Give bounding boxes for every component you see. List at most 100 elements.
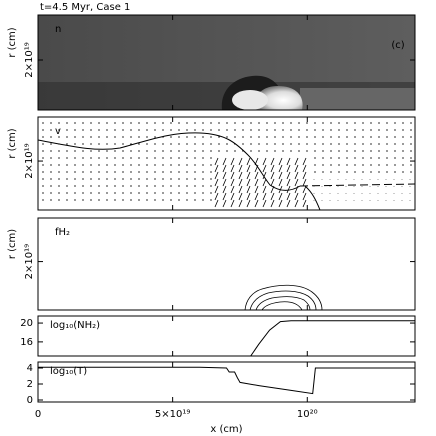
velocity-arrow <box>238 157 243 166</box>
velocity-arrow <box>270 171 275 180</box>
velocity-arrow <box>302 199 307 208</box>
velocity-arrow <box>278 192 283 201</box>
contour-line <box>299 183 416 187</box>
fh2-contours <box>244 284 323 311</box>
velocity-arrow <box>302 192 307 201</box>
x-tick-label: 10²⁰ <box>297 409 318 420</box>
panel-frame <box>37 217 416 311</box>
velocity-arrow <box>214 178 219 187</box>
velocity-arrow <box>222 157 227 166</box>
velocity-arrow <box>254 192 259 201</box>
velocity-arrow <box>294 164 299 173</box>
velocity-arrow <box>230 192 235 201</box>
velocity-arrow <box>238 185 243 194</box>
velocity-arrow <box>286 157 291 166</box>
velocity-arrow <box>254 178 259 187</box>
velocity-arrow <box>222 171 227 180</box>
panel-frame <box>37 361 416 403</box>
velocity-arrow <box>294 199 299 208</box>
velocity-arrow <box>230 171 235 180</box>
velocity-arrow <box>270 164 275 173</box>
y-axis-label: r (cm) <box>7 27 18 57</box>
velocity-arrow <box>286 164 291 173</box>
velocity-arrow <box>270 157 275 166</box>
velocity-arrow <box>286 199 291 208</box>
panel-frame <box>37 315 416 357</box>
velocity-arrow <box>246 157 251 166</box>
annotation: (c) <box>391 40 404 51</box>
velocity-arrow <box>238 192 243 201</box>
velocity-arrow <box>270 178 275 187</box>
velocity-arrow <box>294 185 299 194</box>
velocity-arrow <box>262 178 267 187</box>
y-tick-label: 4 <box>27 363 33 374</box>
data-line <box>38 366 415 395</box>
velocity-arrow <box>214 185 219 194</box>
velocity-arrow <box>278 164 283 173</box>
velocity-arrow <box>286 185 291 194</box>
velocity-arrow <box>286 171 291 180</box>
velocity-arrow <box>254 157 259 166</box>
y-tick-label: 0 <box>27 395 33 406</box>
panel-label: log₁₀(NH₂) <box>50 320 100 331</box>
velocity-arrow <box>286 192 291 201</box>
panel-label: n <box>55 24 61 35</box>
velocity-arrow <box>222 164 227 173</box>
y-tick-label: 2×10¹⁹ <box>24 42 35 77</box>
velocity-arrow <box>214 192 219 201</box>
velocity-arrow <box>278 178 283 187</box>
y-tick-label: 20 <box>20 318 33 329</box>
y-tick-label: 2×10¹⁹ <box>24 244 35 279</box>
velocity-arrow <box>286 178 291 187</box>
velocity-arrow <box>270 185 275 194</box>
velocity-arrow <box>262 199 267 208</box>
panel-label: log₁₀(T) <box>50 366 87 377</box>
velocity-arrow <box>238 178 243 187</box>
y-tick-label: 16 <box>20 337 33 348</box>
velocity-arrow <box>278 185 283 194</box>
velocity-arrow <box>254 199 259 208</box>
velocity-arrow <box>214 199 219 208</box>
velocity-arrow <box>222 199 227 208</box>
velocity-arrow <box>270 192 275 201</box>
velocity-arrow <box>278 157 283 166</box>
y-axis-label: r (cm) <box>7 128 18 158</box>
velocity-arrow <box>254 171 259 180</box>
velocity-arrow <box>262 157 267 166</box>
velocity-arrow <box>254 185 259 194</box>
panel-label: fH₂ <box>55 227 70 238</box>
y-tick-label: 2×10¹⁹ <box>24 143 35 178</box>
velocity-arrow <box>230 178 235 187</box>
y-axis-label: r (cm) <box>7 229 18 259</box>
velocity-arrow <box>294 157 299 166</box>
contour-line <box>37 132 301 191</box>
velocity-arrow <box>214 171 219 180</box>
velocity-arrow <box>302 178 307 187</box>
density-image <box>38 15 415 110</box>
panel-label: v <box>55 126 61 137</box>
velocity-arrow <box>222 178 227 187</box>
velocity-arrow <box>238 164 243 173</box>
velocity-arrow <box>214 157 219 166</box>
velocity-arrow <box>246 164 251 173</box>
x-tick-label: 0 <box>35 409 41 420</box>
velocity-arrow <box>230 157 235 166</box>
x-tick-label: 5×10¹⁹ <box>155 409 190 420</box>
velocity-arrow <box>246 185 251 194</box>
velocity-arrow <box>214 164 219 173</box>
velocity-arrow <box>246 178 251 187</box>
velocity-arrow <box>302 185 307 194</box>
velocity-arrow <box>294 171 299 180</box>
velocity-arrow <box>222 185 227 194</box>
velocity-arrow <box>302 171 307 180</box>
velocity-arrow <box>278 171 283 180</box>
velocity-arrow <box>262 185 267 194</box>
panel-frame <box>37 14 416 111</box>
panel-frame <box>37 116 416 211</box>
chart-title: t=4.5 Myr, Case 1 <box>40 2 130 13</box>
velocity-arrow <box>238 199 243 208</box>
velocity-arrow <box>294 192 299 201</box>
velocity-arrow <box>278 199 283 208</box>
velocity-arrow <box>222 192 227 201</box>
